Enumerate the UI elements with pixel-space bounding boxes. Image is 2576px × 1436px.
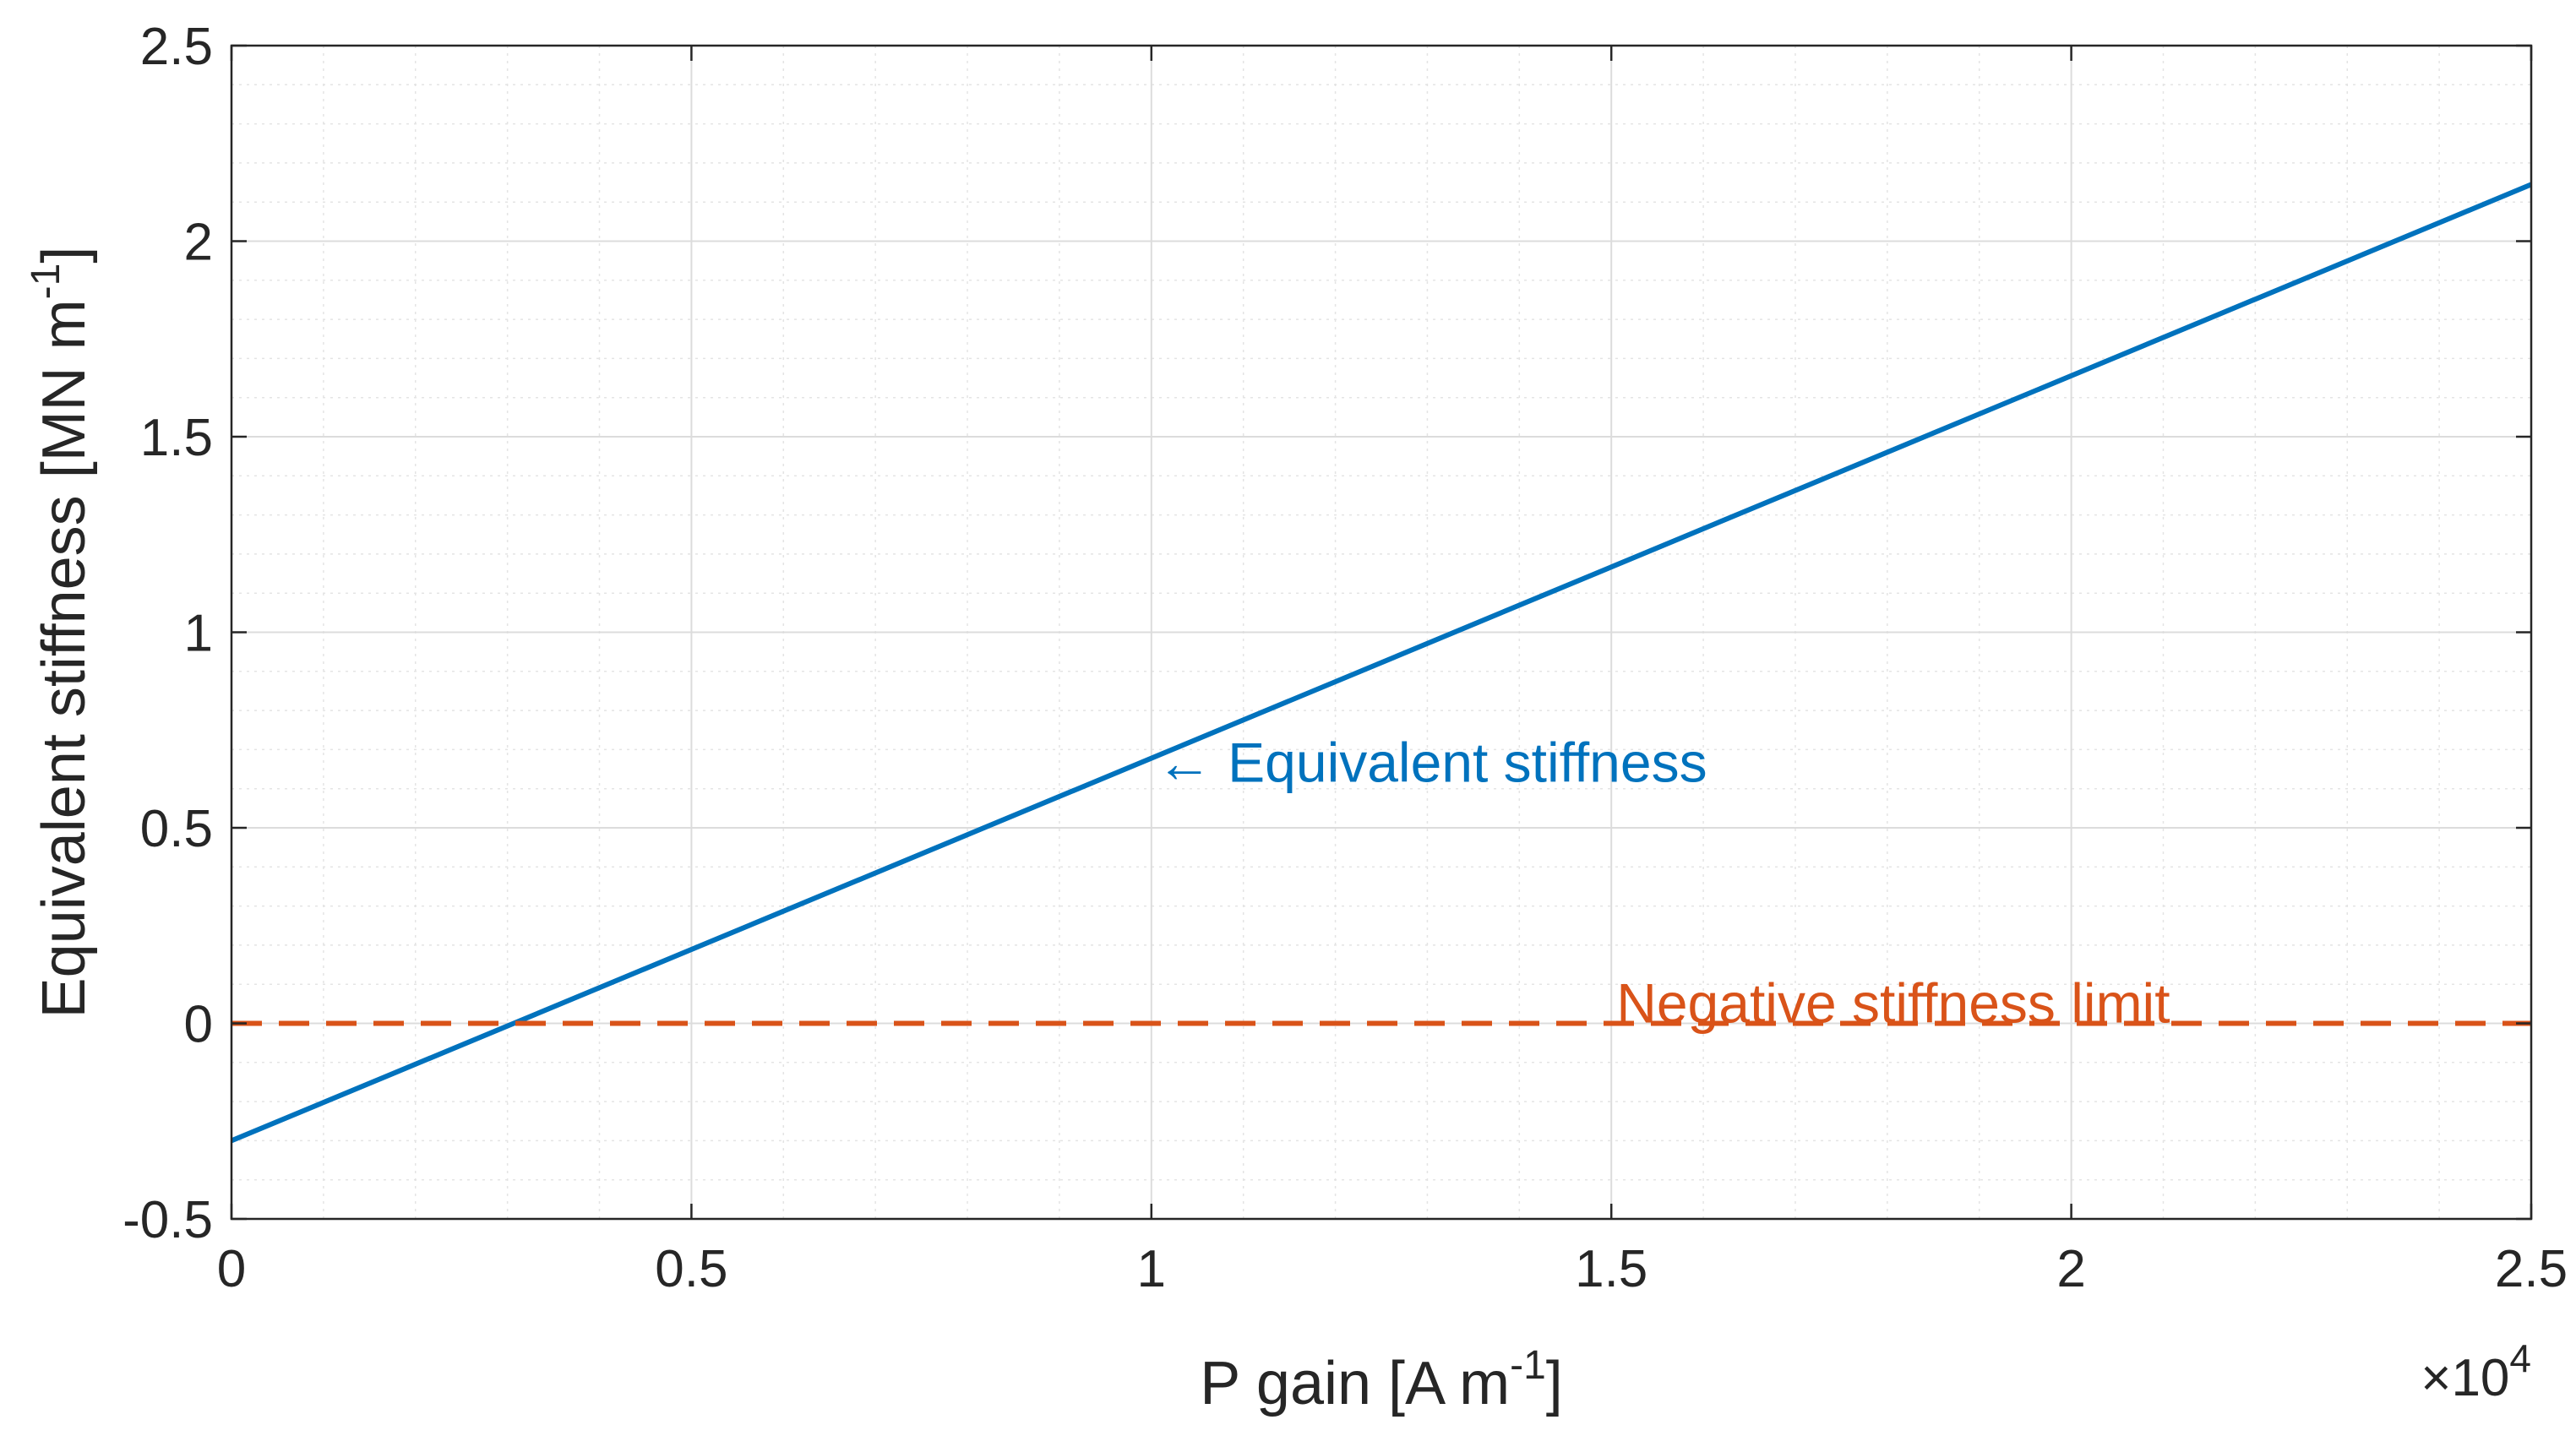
x-tick-label: 1 (1137, 1240, 1166, 1298)
y-tick-label: 0.5 (140, 800, 213, 858)
y-axis-label: Equivalent stiffness [MN m-1] (24, 247, 98, 1019)
annotation-label: Negative stiffness limit (1616, 971, 2170, 1034)
y-tick-label: 2.5 (140, 18, 213, 76)
x-axis-multiplier: ×104 (2421, 1336, 2531, 1407)
x-tick-label: 0.5 (655, 1240, 727, 1298)
equivalent-stiffness-line (230, 182, 2533, 1144)
annotation-label: ← Equivalent stiffness (1157, 732, 1707, 794)
axes (230, 44, 2533, 1221)
x-axis-label: P gain [A m-1] (1200, 1343, 1563, 1417)
y-tick-label: 1.5 (140, 409, 213, 467)
x-tick-label: 2.5 (2495, 1240, 2568, 1298)
x-tick-label: 2 (2056, 1240, 2085, 1298)
y-tick-label: 0 (184, 996, 213, 1054)
x-tick-label: 1.5 (1575, 1240, 1647, 1298)
labels: 0 0.5 1 1.5 2 2.5-0.500.511.522.5P gain [A m-… (24, 18, 2568, 1417)
y-tick-label: -0.5 (123, 1191, 213, 1249)
series-layer (230, 182, 2533, 1144)
y-tick-label: 1 (184, 605, 213, 663)
y-tick-label: 2 (184, 214, 213, 272)
x-tick-label: 0 (217, 1240, 246, 1298)
